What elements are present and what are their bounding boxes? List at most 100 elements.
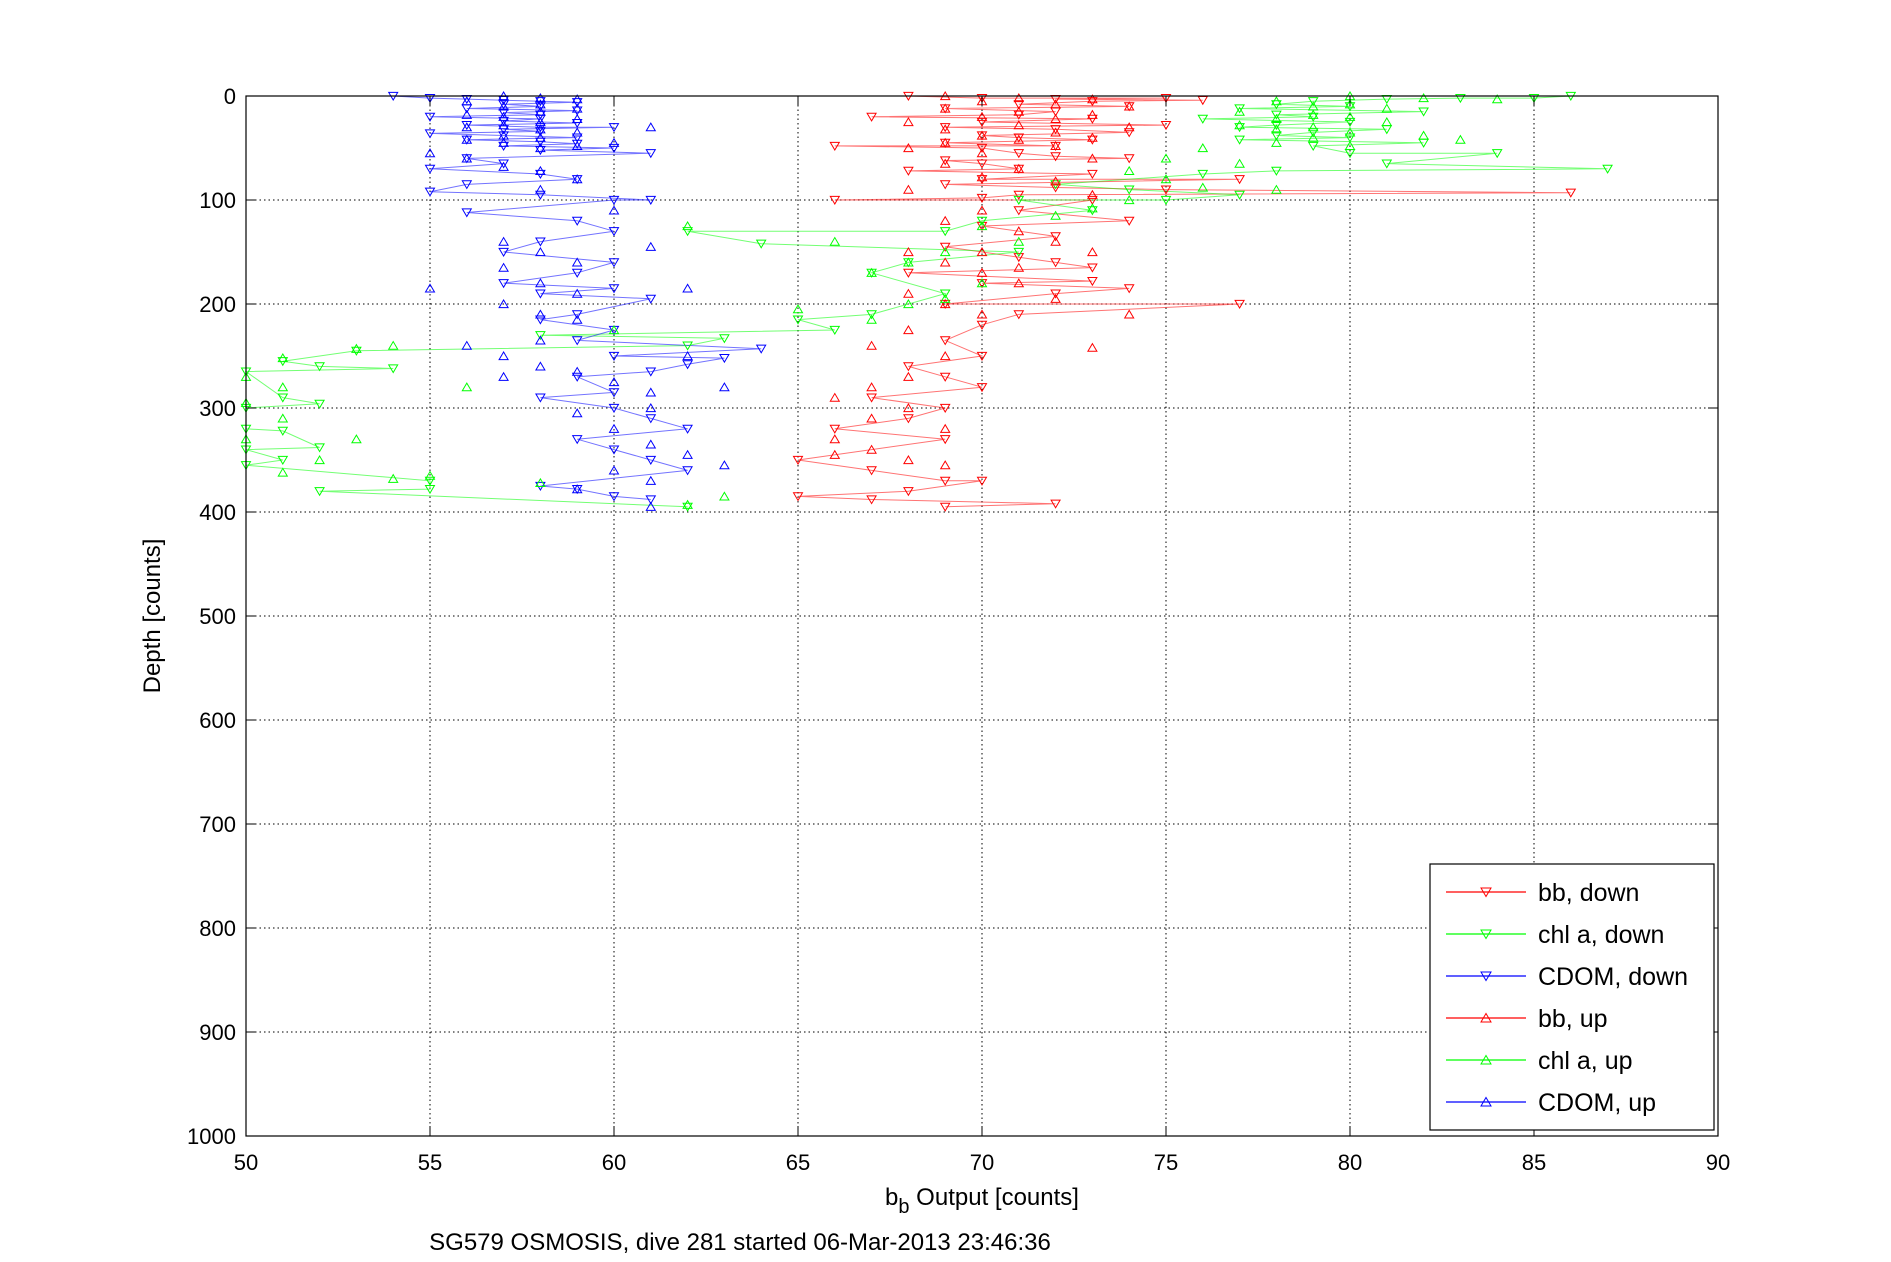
point-cdom-down <box>498 125 509 135</box>
point-cdom-down <box>424 187 436 197</box>
point-bb-up <box>1050 99 1061 109</box>
point-bb-down <box>1087 114 1098 124</box>
point-chl-a-up <box>682 499 693 509</box>
point-cdom-down <box>424 164 436 174</box>
point-cdom-down <box>608 143 620 154</box>
y-tick-label: 400 <box>199 500 236 525</box>
data-markers <box>240 90 1613 512</box>
y-tick-label: 600 <box>199 708 236 733</box>
point-cdom-up <box>535 106 546 116</box>
x-tick-label: 60 <box>602 1150 626 1175</box>
point-cdom-up <box>645 402 657 413</box>
point-cdom-down <box>682 466 693 476</box>
point-bb-down <box>1234 299 1245 310</box>
point-chl-a-down <box>792 315 804 325</box>
point-bb-down <box>1050 289 1061 299</box>
point-cdom-up <box>498 161 509 171</box>
point-bb-down <box>939 476 951 486</box>
point-chl-a-down <box>277 455 289 466</box>
y-tick-label: 700 <box>199 812 236 837</box>
point-cdom-up <box>461 153 473 163</box>
point-chl-a-up <box>387 340 399 350</box>
point-chl-a-up <box>277 413 289 423</box>
point-chl-a-up <box>1455 134 1466 144</box>
point-bb-up <box>866 382 877 392</box>
point-chl-a-up <box>1234 120 1245 130</box>
point-cdom-up <box>461 122 473 132</box>
point-chl-a-up <box>1087 203 1098 213</box>
point-chl-a-up <box>1197 142 1209 153</box>
point-bb-down <box>1123 154 1135 164</box>
point-bb-up <box>976 148 988 158</box>
point-cdom-up <box>571 174 583 184</box>
point-chl-a-down <box>755 239 767 249</box>
y-tick-label: 500 <box>199 604 236 629</box>
point-cdom-up <box>535 335 546 345</box>
x-axis-label: bb Output [counts] <box>885 1184 1079 1218</box>
point-bb-up <box>939 298 951 309</box>
point-chl-a-down <box>976 216 988 226</box>
point-cdom-down <box>608 258 620 268</box>
point-chl-a-up <box>1160 174 1172 184</box>
point-chl-a-up <box>424 470 436 480</box>
point-chl-a-up <box>1381 116 1393 127</box>
point-bb-up <box>1050 127 1061 137</box>
point-bb-down <box>939 372 951 382</box>
point-bb-down <box>939 242 951 252</box>
point-bb-down <box>829 141 841 151</box>
point-cdom-down <box>571 372 583 382</box>
point-bb-up <box>1013 120 1025 130</box>
point-cdom-up <box>571 408 583 418</box>
point-cdom-down <box>608 351 620 362</box>
point-chl-a-up <box>1197 182 1209 192</box>
point-chl-a-up <box>351 343 362 353</box>
point-cdom-up <box>608 205 620 215</box>
point-chl-a-up <box>1271 113 1282 123</box>
point-chl-a-up <box>314 454 325 465</box>
point-bb-up <box>1123 309 1135 319</box>
point-chl-a-down <box>682 227 693 237</box>
point-bb-down <box>1050 258 1061 268</box>
legend-swatch-marker-chl-a-down <box>1480 929 1492 940</box>
point-cdom-up <box>571 288 583 298</box>
point-bb-down <box>1087 277 1098 287</box>
point-bb-up <box>903 402 914 413</box>
point-bb-down <box>1013 190 1025 200</box>
y-tick-label: 300 <box>199 396 236 421</box>
x-tick-label: 65 <box>786 1150 810 1175</box>
point-cdom-up <box>571 113 583 123</box>
point-chl-a-down <box>1528 93 1540 104</box>
point-chl-a-down <box>682 502 693 512</box>
y-tick-label: 0 <box>224 84 236 109</box>
point-bb-up <box>1013 226 1025 236</box>
point-chl-a-up <box>1234 158 1245 168</box>
y-tick-label: 900 <box>199 1020 236 1045</box>
point-chl-a-down <box>1087 206 1098 216</box>
point-cdom-up <box>571 484 583 494</box>
point-chl-a-up <box>1013 236 1025 246</box>
point-cdom-down <box>645 367 657 377</box>
x-tick-label: 75 <box>1154 1150 1178 1175</box>
point-cdom-down <box>682 424 693 434</box>
point-cdom-up <box>498 350 509 361</box>
y-tick-label: 800 <box>199 916 236 941</box>
point-bb-up <box>1050 293 1061 303</box>
point-bb-up <box>939 350 951 361</box>
x-tick-label: 70 <box>970 1150 994 1175</box>
point-bb-down <box>1160 121 1172 131</box>
point-chl-a-up <box>1344 99 1356 109</box>
point-cdom-down <box>608 227 620 237</box>
point-cdom-down <box>535 127 546 137</box>
point-chl-a-up <box>1418 130 1429 140</box>
point-bb-up <box>976 267 988 277</box>
point-bb-down <box>976 476 988 486</box>
point-chl-a-up <box>351 434 362 444</box>
point-chl-a-down <box>1234 190 1245 200</box>
point-cdom-down <box>498 116 509 126</box>
point-cdom-down <box>461 121 473 131</box>
point-chl-a-up <box>1307 132 1319 142</box>
point-chl-a-up <box>1160 153 1172 163</box>
point-bb-up <box>866 444 877 454</box>
point-chl-a-up <box>277 467 289 477</box>
